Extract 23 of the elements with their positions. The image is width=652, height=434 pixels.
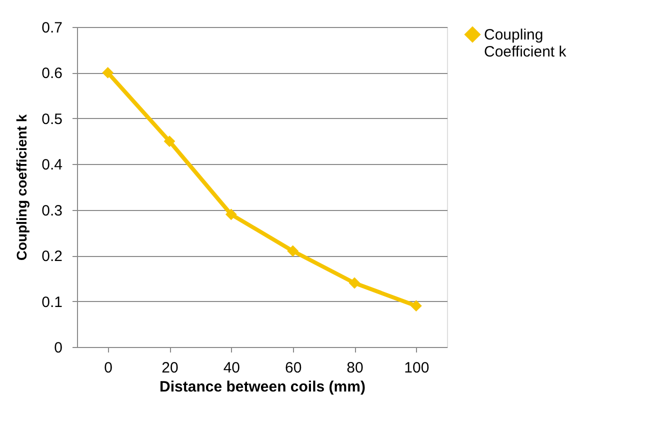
y-tick-label: 0	[54, 340, 62, 356]
y-tick-label: 0.6	[42, 65, 62, 82]
point	[348, 277, 360, 289]
y-tick-label: 0.1	[42, 294, 62, 311]
x-tick-label: 40	[223, 360, 240, 376]
x-tick-label: 100	[404, 360, 430, 376]
y-axis-title: Coupling coefficient k	[14, 114, 30, 261]
point	[410, 300, 422, 312]
y-tick-label: 0.2	[42, 248, 62, 266]
y-tick-label: 0.5	[42, 110, 62, 128]
legend-label: Coupling Coefficient k	[484, 26, 567, 60]
point	[287, 245, 299, 257]
y-tick-label: 0.3	[42, 202, 62, 220]
point	[164, 136, 176, 147]
x-tick-label: 0	[104, 360, 113, 376]
x-axis-title: Distance between coils (mm)	[160, 378, 366, 396]
y-tick-label: 0.4	[42, 156, 62, 174]
y-tick-label: 0.7	[42, 20, 62, 36]
x-tick-label: 60	[284, 360, 302, 376]
x-tick-label: 20	[162, 360, 178, 376]
point	[225, 208, 237, 220]
point	[102, 67, 114, 78]
x-tick-label: 80	[346, 360, 364, 376]
